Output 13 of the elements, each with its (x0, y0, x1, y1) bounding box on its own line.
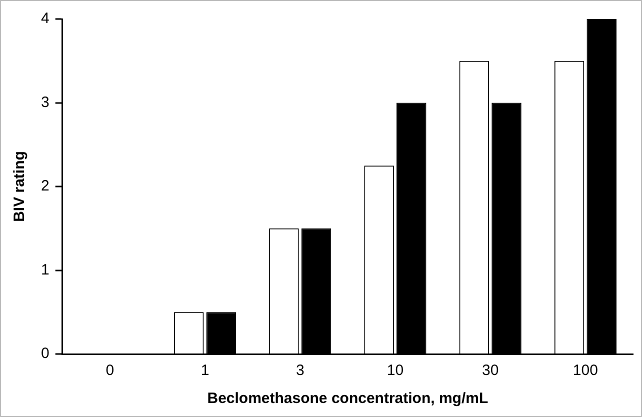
x-tick-label: 3 (296, 362, 304, 380)
y-tick-label: 0 (41, 345, 50, 362)
x-axis-title: Beclomethasone concentration, mg/mL (207, 390, 488, 408)
y-tick-label: 3 (41, 94, 50, 111)
x-tick-label: 10 (386, 362, 404, 380)
x-tick-label: 30 (482, 362, 499, 380)
x-tick-label: 100 (572, 362, 598, 380)
y-tick-label: 2 (41, 178, 50, 195)
y-axis-title: BIV rating (11, 151, 28, 222)
x-tick-label: 0 (106, 362, 114, 380)
y-tick-label: 1 (41, 261, 50, 278)
y-tick-label: 4 (41, 10, 50, 28)
x-tick-label: 1 (200, 362, 210, 380)
